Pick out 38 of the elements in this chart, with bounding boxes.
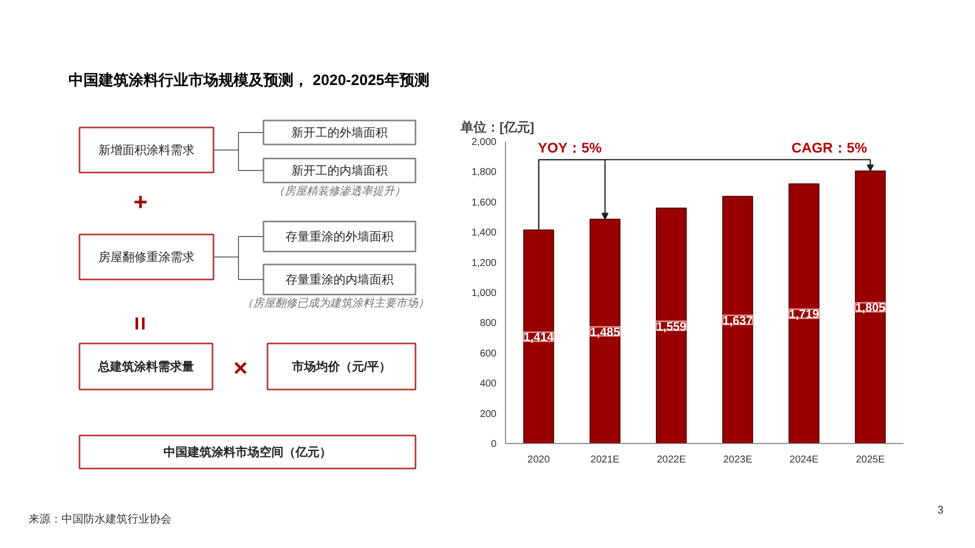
y-axis-title: 单位：[亿元]	[460, 120, 534, 134]
y-tick-label: 1,800	[471, 167, 497, 178]
text: （房屋翻修已成为建筑涂料主要市场）	[242, 296, 429, 310]
y-tick-label: 0	[490, 439, 497, 450]
source-note: 来源：中国防水建筑行业协会	[28, 512, 172, 526]
text: 中国建筑涂料市场空间（亿元）	[164, 445, 332, 459]
text: 房屋翻修重涂需求	[98, 250, 194, 264]
y-tick-label: 800	[480, 318, 497, 330]
x-tick-label: 2023E	[723, 454, 752, 466]
y-tick-label: 2,000	[471, 137, 497, 148]
text: 市场均价（元/平）	[290, 360, 392, 374]
annotation: YOY：5%	[538, 140, 602, 156]
text: （房屋精装修渗透率提升）	[274, 184, 406, 198]
text: 中国建筑涂料行业市场规模及预测， 2020-2025年预测	[68, 71, 430, 89]
y-tick-label: 1,200	[471, 258, 497, 269]
text: =	[127, 316, 154, 331]
annotation: CAGR：5%	[792, 140, 868, 156]
text: 新开工的内墙面积	[292, 164, 388, 178]
text: 存量重涂的内墙面积	[286, 272, 394, 286]
text: 新增面积涂料需求	[98, 143, 194, 157]
y-tick-label: 1,000	[471, 288, 497, 299]
x-tick-label: 2021E	[590, 454, 620, 466]
y-tick-label: 1,400	[471, 228, 497, 239]
text: 新开工的外墙面积	[292, 126, 388, 140]
text: 总建筑涂料需求量	[97, 360, 194, 374]
y-tick-label: 1,600	[471, 197, 497, 208]
text: ×	[233, 355, 248, 382]
data-label: 1,805	[855, 300, 886, 315]
text: 3	[937, 504, 944, 516]
x-tick-label: 2022E	[656, 454, 686, 466]
x-tick-label: 2025E	[856, 454, 886, 466]
text: 存量重涂的外墙面积	[286, 230, 394, 244]
x-tick-label: 2024E	[790, 454, 819, 466]
x-tick-label: 2020	[528, 454, 550, 466]
text: +	[133, 189, 148, 216]
y-tick-label: 400	[480, 378, 497, 390]
y-tick-label: 600	[480, 348, 497, 360]
y-tick-label: 200	[480, 408, 497, 420]
